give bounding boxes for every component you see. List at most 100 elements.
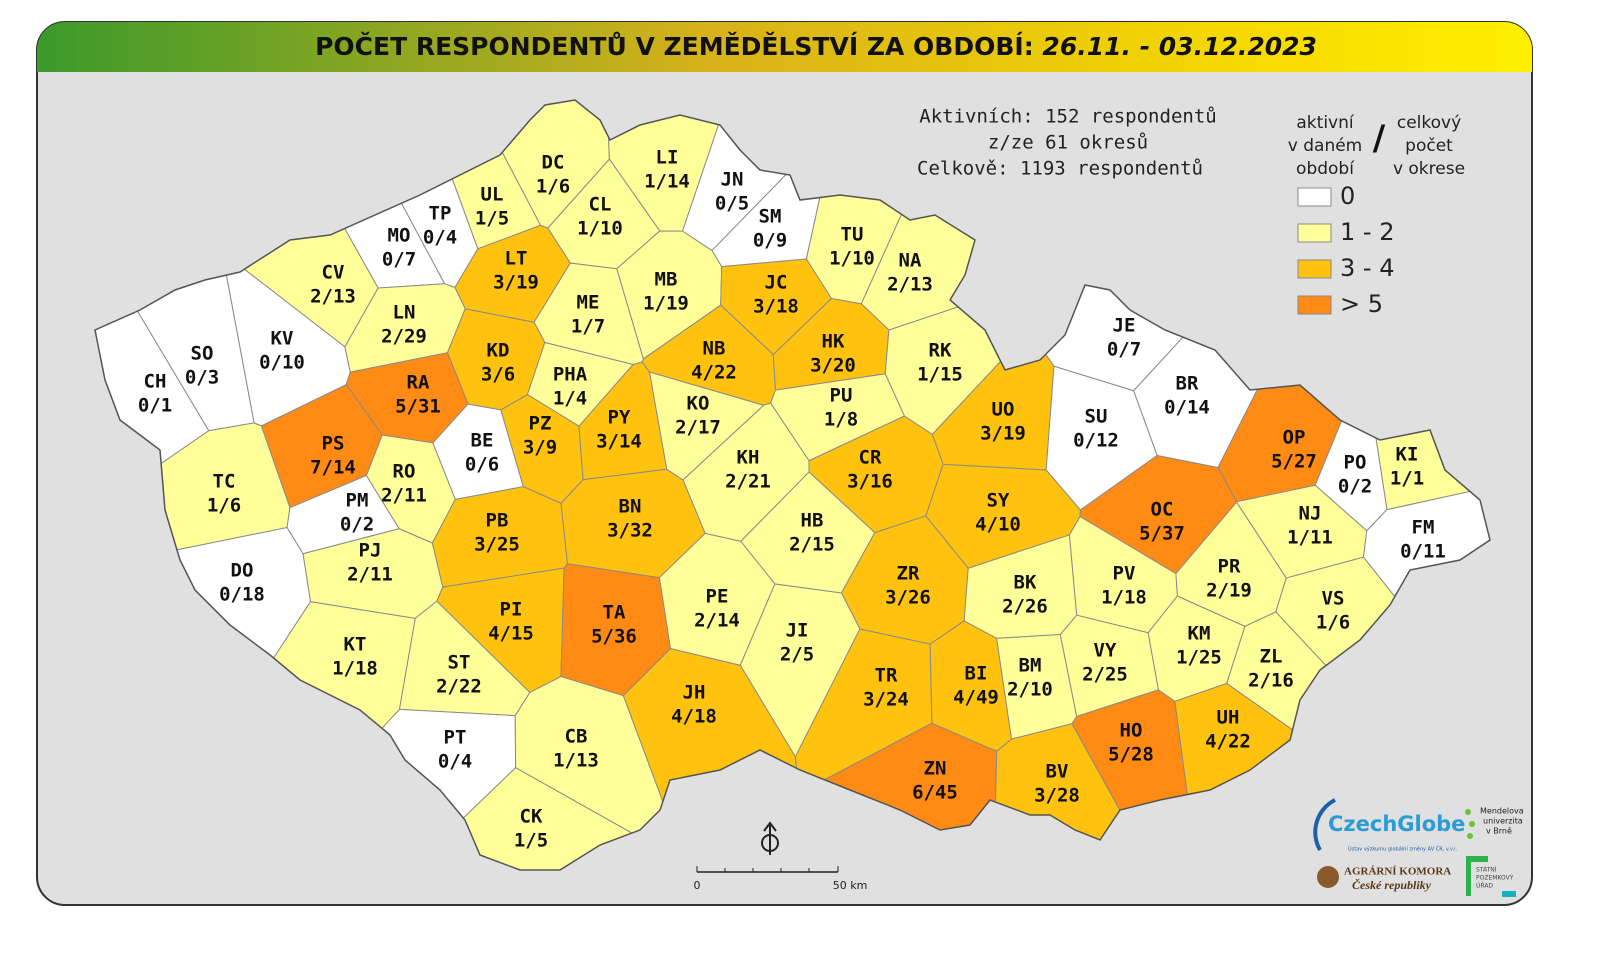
district-count: 0/1 bbox=[138, 395, 172, 417]
district-code: PI bbox=[500, 599, 523, 621]
district-code: VS bbox=[1322, 588, 1345, 610]
district-count: 2/21 bbox=[725, 471, 771, 493]
district-count: 2/14 bbox=[694, 610, 740, 632]
legend-separator: / bbox=[1373, 119, 1386, 159]
district-count: 0/7 bbox=[382, 249, 416, 271]
logo-spu: STÁTNÍ bbox=[1476, 867, 1497, 874]
district-code: KD bbox=[487, 340, 510, 362]
north-arrow bbox=[761, 821, 779, 855]
title-text: POČET RESPONDENTŮ V ZEMĚDĚLSTVÍ ZA OBDOB… bbox=[315, 31, 1034, 61]
district-code: JC bbox=[765, 272, 788, 294]
district-code: ZN bbox=[924, 758, 947, 780]
district-code: CL bbox=[589, 194, 612, 216]
district-count: 2/13 bbox=[310, 286, 356, 308]
district-count: 1/18 bbox=[1101, 587, 1147, 609]
district-code: LI bbox=[656, 147, 679, 169]
district-code: PJ bbox=[359, 540, 382, 562]
legend-swatch bbox=[1297, 259, 1332, 279]
district-count: 0/14 bbox=[1164, 397, 1210, 419]
logo-mendelu: v Brně bbox=[1486, 827, 1512, 836]
district-code: TU bbox=[841, 224, 864, 246]
district-count: 0/2 bbox=[1338, 476, 1372, 498]
district-code: PT bbox=[444, 727, 467, 749]
scale-label: 0 bbox=[694, 879, 701, 892]
district-count: 3/28 bbox=[1034, 785, 1080, 807]
district-count: 1/6 bbox=[536, 176, 570, 198]
district-count: 0/12 bbox=[1073, 430, 1119, 452]
legend-heading: počet bbox=[1405, 136, 1453, 156]
legend-heading: aktivní bbox=[1296, 113, 1354, 133]
district-count: 2/13 bbox=[887, 274, 933, 296]
summary-line: Aktivních: 152 respondentů bbox=[919, 106, 1216, 128]
district-code: SU bbox=[1085, 406, 1108, 428]
district-code: CB bbox=[565, 726, 588, 748]
district-count: 2/19 bbox=[1206, 580, 1252, 602]
district-count: 3/26 bbox=[885, 587, 931, 609]
district-code: ST bbox=[448, 652, 471, 674]
legend-label: > 5 bbox=[1340, 290, 1383, 318]
district-count: 3/32 bbox=[607, 520, 653, 542]
district-code: KO bbox=[687, 393, 710, 415]
district-code: BK bbox=[1014, 572, 1037, 594]
legend-swatch bbox=[1297, 295, 1332, 315]
country-border bbox=[94, 99, 1491, 871]
district-count: 1/25 bbox=[1176, 647, 1222, 669]
district-code: PU bbox=[830, 385, 853, 407]
district-count: 5/27 bbox=[1271, 451, 1317, 473]
legend-heading: období bbox=[1296, 159, 1355, 179]
district-count: 1/5 bbox=[514, 830, 548, 852]
district-count: 5/31 bbox=[395, 396, 441, 418]
district-count: 1/6 bbox=[1316, 612, 1350, 634]
district-code: BN bbox=[619, 496, 642, 518]
district-count: 3/24 bbox=[863, 689, 909, 711]
district-code: ME bbox=[577, 292, 600, 314]
scale-label: 50 km bbox=[833, 879, 868, 892]
districts bbox=[94, 99, 1491, 871]
district-count: 2/5 bbox=[780, 644, 814, 666]
district-count: 5/37 bbox=[1139, 523, 1185, 545]
logo-komora: České republiky bbox=[1352, 877, 1432, 892]
district-count: 3/19 bbox=[493, 272, 539, 294]
district-code: TR bbox=[875, 665, 898, 687]
district-code: NA bbox=[899, 250, 922, 272]
summary-line: z/ze 61 okresů bbox=[988, 132, 1148, 154]
district-count: 4/18 bbox=[671, 706, 717, 728]
district-count: 2/15 bbox=[789, 534, 835, 556]
logo-spu-bar bbox=[1502, 891, 1516, 897]
district-count: 0/11 bbox=[1400, 541, 1446, 563]
district-count: 1/18 bbox=[332, 658, 378, 680]
district-code: PB bbox=[486, 510, 509, 532]
district-count: 0/4 bbox=[438, 751, 472, 773]
district-code: JE bbox=[1113, 315, 1136, 337]
district-code: VY bbox=[1094, 640, 1117, 662]
district-count: 7/14 bbox=[310, 457, 356, 479]
district-code: MO bbox=[388, 225, 411, 247]
district-code: MB bbox=[655, 269, 678, 291]
legend-heading: v okrese bbox=[1393, 159, 1465, 179]
district-count: 1/1 bbox=[1390, 468, 1424, 490]
logo-mendelu-dots bbox=[1465, 809, 1475, 839]
legend-swatch bbox=[1297, 187, 1332, 207]
logo-komora-icon bbox=[1317, 866, 1339, 888]
district-code: KV bbox=[271, 328, 294, 350]
district-code: CR bbox=[859, 447, 882, 469]
district-code: UL bbox=[481, 184, 504, 206]
district-code: TC bbox=[213, 471, 236, 493]
district-code: CV bbox=[322, 262, 345, 284]
district-code: SM bbox=[759, 206, 782, 228]
district-count: 2/17 bbox=[675, 417, 721, 439]
district-code: UO bbox=[992, 399, 1015, 421]
legend: 0 1 - 2 3 - 4 > 5 bbox=[1297, 182, 1394, 318]
district-code: HO bbox=[1120, 720, 1143, 742]
district-count: 1/5 bbox=[475, 208, 509, 230]
district-code: LT bbox=[505, 248, 528, 270]
district-code: PY bbox=[608, 407, 631, 429]
district-count: 0/5 bbox=[715, 193, 749, 215]
district-code: JN bbox=[721, 169, 744, 191]
title: POČET RESPONDENTŮ V ZEMĚDĚLSTVÍ ZA OBDOB… bbox=[315, 31, 1317, 61]
legend-swatch bbox=[1297, 223, 1332, 243]
district-code: SY bbox=[987, 490, 1010, 512]
district-count: 3/6 bbox=[481, 364, 515, 386]
district-code: KI bbox=[1396, 444, 1419, 466]
